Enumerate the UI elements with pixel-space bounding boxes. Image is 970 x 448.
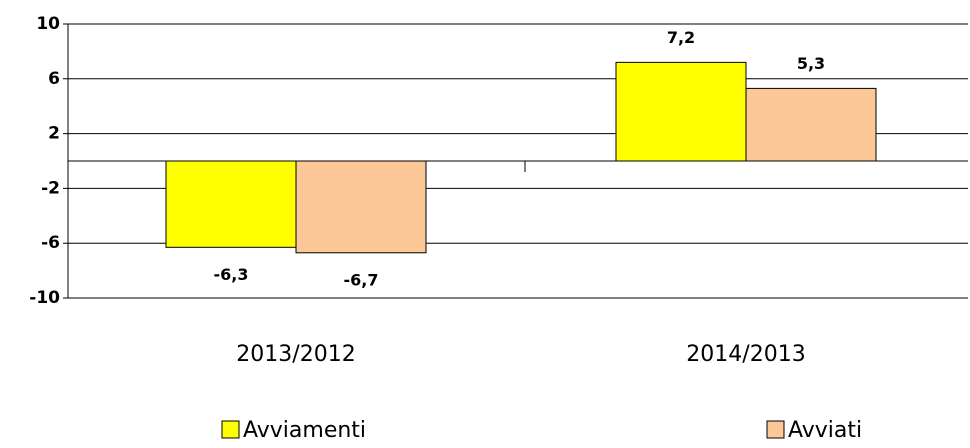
- legend-swatch: [221, 420, 240, 439]
- y-tick-label: -10: [29, 288, 60, 308]
- y-tick-label: 2: [48, 124, 60, 144]
- bar: [165, 160, 297, 248]
- legend-swatch: [766, 420, 785, 439]
- x-tick-label: 2014/2013: [686, 342, 805, 367]
- value-label: 5,3: [797, 54, 825, 73]
- value-label: -6,3: [214, 265, 249, 284]
- y-tick-label: -2: [41, 178, 60, 198]
- x-tick-label: 2013/2012: [236, 342, 355, 367]
- bar: [295, 160, 427, 254]
- value-label: -6,7: [344, 270, 379, 289]
- bar: [615, 61, 747, 162]
- value-label: 7,2: [667, 28, 695, 47]
- legend-label: Avviamenti: [243, 418, 366, 443]
- y-tick-label: -6: [41, 233, 60, 253]
- legend-label: Avviati: [788, 418, 862, 443]
- y-tick-label: 10: [36, 14, 60, 34]
- y-tick-label: 6: [48, 69, 60, 89]
- bar: [745, 87, 877, 162]
